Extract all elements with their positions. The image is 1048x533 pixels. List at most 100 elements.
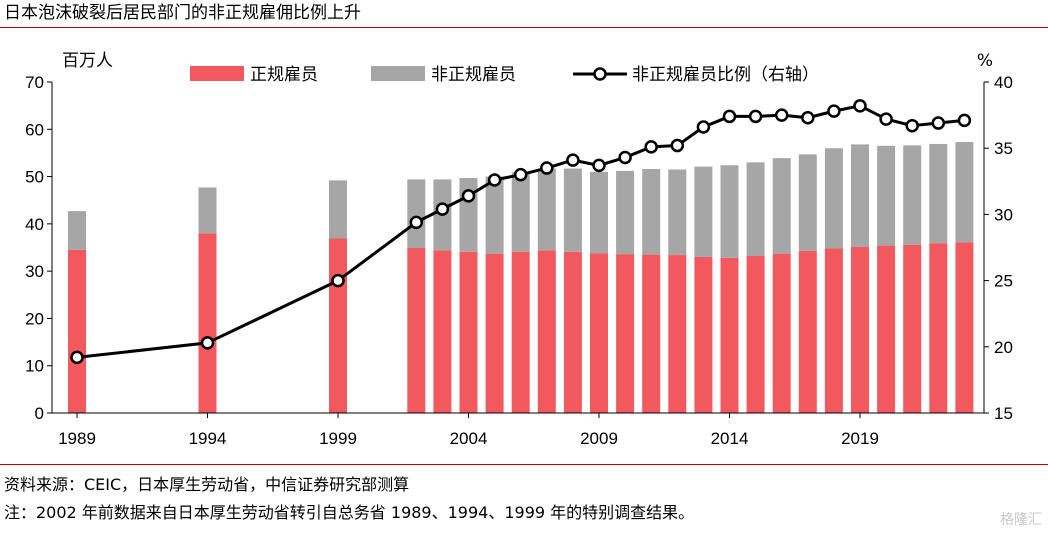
x-tick-label: 1989 [58, 429, 96, 448]
bar-regular [694, 256, 713, 413]
ratio-point [540, 161, 554, 175]
bar-regular [642, 254, 661, 413]
x-tick-label: 2004 [450, 429, 488, 448]
title-divider [0, 27, 1048, 28]
right-tick-label: 40 [994, 73, 1013, 92]
bar-regular [851, 247, 869, 413]
ratio-point [905, 118, 919, 133]
footer-divider [0, 464, 1048, 465]
left-tick-label: 20 [25, 309, 44, 328]
ratio-point [801, 110, 815, 125]
bar-irregular [668, 169, 687, 256]
bar-regular [877, 245, 896, 413]
ratio-point [644, 140, 658, 154]
ratio-point [487, 173, 502, 187]
ratio-point [331, 273, 345, 288]
x-tick-label: 1999 [319, 429, 357, 448]
bar-regular [668, 255, 687, 413]
bar-regular [329, 238, 347, 413]
bar-regular [198, 233, 217, 413]
ratio-point [409, 215, 424, 230]
ratio-point [879, 112, 893, 126]
bar-irregular [824, 148, 843, 249]
bar-irregular [772, 158, 791, 254]
right-tick-label: 20 [994, 338, 1013, 357]
bar-regular [616, 254, 635, 413]
bar-irregular [720, 165, 739, 258]
bar-regular [720, 257, 739, 413]
legend-label-regular: 正规雇员 [250, 65, 318, 85]
left-tick-label: 10 [25, 357, 44, 376]
ratio-point [670, 138, 685, 153]
ratio-point [200, 336, 215, 350]
watermark: 格隆汇 [1000, 512, 1042, 528]
bar-irregular [642, 169, 661, 255]
bar-irregular [929, 143, 948, 244]
right-tick-label: 30 [994, 205, 1013, 224]
ratio-point [592, 158, 606, 173]
ratio-point [435, 202, 450, 216]
bar-irregular [590, 171, 608, 254]
bar-regular [511, 251, 530, 413]
bar-irregular [851, 144, 869, 248]
legend-swatch-marker [593, 67, 607, 81]
legend-swatch-irregular [371, 66, 425, 81]
ratio-point [566, 153, 580, 167]
right-axis-unit: % [977, 51, 993, 71]
bar-regular [485, 253, 504, 413]
left-axis-unit: 百万人 [62, 51, 113, 71]
ratio-point [696, 120, 711, 134]
legend-label-irregular: 非正规雇员 [431, 65, 516, 85]
bar-regular [407, 247, 426, 413]
bar-regular [772, 253, 791, 413]
bar-regular [824, 248, 843, 413]
source-text: 资料来源：CEIC，日本厚生劳动省，中信证券研究部测算 [4, 475, 410, 494]
right-tick-label: 25 [994, 272, 1013, 291]
right-tick-label: 35 [994, 139, 1013, 158]
x-tick-label: 1994 [189, 429, 227, 448]
note-text: 注：2002 年前数据来自日本厚生劳动省转引自总务省 1989、1994、199… [4, 503, 695, 522]
bar-irregular [903, 145, 922, 245]
bar-regular [955, 242, 974, 413]
left-tick-label: 0 [35, 404, 44, 423]
bar-irregular [563, 168, 582, 252]
ratio-point [618, 150, 632, 165]
ratio-point [853, 99, 867, 113]
bar-irregular [955, 142, 974, 243]
bar-regular [563, 251, 582, 413]
ratio-point [774, 108, 789, 122]
chart-title: 日本泡沫破裂后居民部门的非正规雇佣比例上升 [4, 3, 361, 23]
left-tick-label: 70 [25, 73, 44, 92]
chart-area: 0 10 20 30 40 50 60 70 15 20 25 30 35 40 1989 1994 1999 2… [25, 51, 1013, 448]
bar-regular [798, 250, 817, 413]
bar-irregular [485, 176, 504, 254]
ratio-point [461, 189, 476, 203]
ratio-point [931, 116, 946, 130]
ratio-point [957, 113, 972, 128]
bar-irregular [537, 168, 556, 251]
left-tick-label: 50 [25, 168, 44, 187]
x-tick-label: 2009 [580, 429, 618, 448]
x-tick-label: 2019 [841, 429, 879, 448]
ratio-point [748, 109, 763, 124]
bar-regular [746, 256, 765, 413]
ratio-point [70, 350, 84, 365]
ratio-point [722, 109, 737, 124]
left-tick-label: 30 [25, 262, 44, 281]
left-tick-label: 40 [25, 215, 44, 234]
bar-regular [537, 250, 556, 413]
bar-irregular [877, 145, 896, 246]
bar-irregular [459, 177, 478, 252]
bar-regular [68, 249, 86, 413]
bar-irregular [68, 211, 86, 250]
bar-irregular [511, 172, 530, 252]
ratio-point [827, 104, 841, 118]
bar-irregular [407, 179, 426, 248]
right-tick-label: 15 [994, 404, 1013, 423]
bar-regular [929, 243, 948, 413]
bar-irregular [616, 170, 635, 255]
x-tick-label: 2014 [711, 429, 749, 448]
bar-regular [903, 244, 922, 413]
bar-irregular [694, 166, 713, 257]
ratio-point [513, 167, 528, 182]
